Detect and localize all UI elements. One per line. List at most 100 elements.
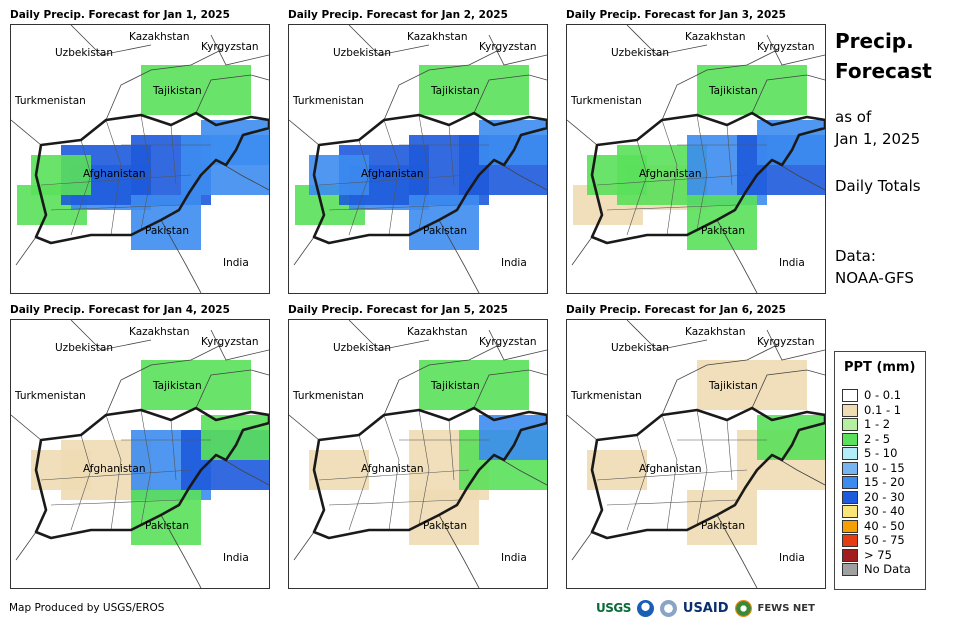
afghanistan-outline: [34, 111, 269, 245]
map-label-turkmenistan: Turkmenistan: [571, 95, 642, 107]
forecast-panel: Daily Precip. Forecast for Jan 4, 2025 Uz…: [10, 304, 270, 594]
map-label-kazakhstan: Kazakhstan: [407, 31, 468, 43]
map-svg: [289, 25, 547, 293]
legend-swatch: [842, 403, 858, 417]
afghanistan-outline: [590, 406, 825, 540]
panel-title: Daily Precip. Forecast for Jan 4, 2025: [10, 304, 230, 316]
map-label-kyrgyzstan: Kyrgyzstan: [201, 41, 259, 53]
map-label-kazakhstan: Kazakhstan: [407, 326, 468, 338]
province-border: [661, 414, 678, 531]
map-label-india: India: [501, 257, 527, 269]
country-border: [70, 320, 152, 351]
province-border: [448, 419, 455, 481]
map-label-kazakhstan: Kazakhstan: [685, 31, 746, 43]
map-label-india: India: [779, 552, 805, 564]
usgs-logo: USGS: [596, 601, 631, 615]
map-label-pakistan: Pakistan: [701, 520, 745, 532]
map-svg: [11, 320, 269, 588]
legend-label: 40 - 50: [864, 518, 905, 533]
legend-swatch: [842, 519, 858, 533]
legend-swatch: [842, 505, 858, 518]
panel-title: Daily Precip. Forecast for Jan 2, 2025: [288, 9, 508, 21]
map-label-tajikistan: Tajikistan: [709, 85, 758, 97]
forecast-panel: Daily Precip. Forecast for Jan 2, 2025 Uz…: [288, 9, 548, 299]
precip-area: [587, 450, 647, 490]
province-border: [596, 174, 748, 186]
province-border: [418, 409, 430, 526]
panel-title: Daily Precip. Forecast for Jan 6, 2025: [566, 304, 786, 316]
map-label-kyrgyzstan: Kyrgyzstan: [757, 336, 815, 348]
map-label-kazakhstan: Kazakhstan: [129, 326, 190, 338]
province-border: [50, 499, 182, 506]
legend-item: 1 - 2: [842, 417, 891, 431]
precip-area: [587, 155, 647, 195]
province-border: [328, 499, 460, 506]
province-border: [726, 124, 733, 186]
map-label-india: India: [779, 257, 805, 269]
map-label-turkmenistan: Turkmenistan: [15, 95, 86, 107]
legend-item: 30 - 40: [842, 504, 905, 518]
map-label-afghanistan: Afghanistan: [361, 168, 424, 180]
legend-swatch: [842, 476, 858, 489]
map-label-tajikistan: Tajikistan: [153, 380, 202, 392]
province-border: [626, 139, 648, 236]
legend-label: 2 - 5: [864, 431, 891, 446]
map-label-pakistan: Pakistan: [145, 520, 189, 532]
precip-area: [309, 450, 369, 490]
precip-area: [479, 415, 547, 460]
usaid-logo: USAID: [682, 600, 729, 616]
province-border: [140, 114, 152, 231]
precip-map: Uzbekistan Kazakhstan Kyrgyzstan Tajikistan…: [10, 319, 270, 589]
map-label-afghanistan: Afghanistan: [83, 463, 146, 475]
country-border: [438, 514, 480, 588]
country-border: [766, 329, 825, 361]
country-border: [11, 119, 42, 146]
legend-swatch: [842, 548, 858, 562]
country-border: [293, 236, 315, 266]
precip-map: Uzbekistan Kazakhstan Kyrgyzstan Tajikistan…: [566, 24, 826, 294]
province-border: [170, 124, 177, 186]
province-border: [318, 469, 470, 481]
legend-label: 1 - 2: [864, 417, 891, 431]
legend-item: 15 - 20: [842, 475, 905, 489]
afghanistan-outline: [312, 406, 547, 540]
country-border: [567, 414, 598, 441]
legend-title: PPT (mm): [844, 360, 916, 375]
legend-item: 20 - 30: [842, 490, 905, 504]
country-border: [766, 34, 825, 66]
country-border: [751, 74, 825, 114]
country-border: [289, 119, 320, 146]
country-border: [571, 236, 593, 266]
map-label-turkmenistan: Turkmenistan: [15, 390, 86, 402]
precip-area: [697, 65, 807, 115]
country-border: [626, 320, 708, 351]
precip-area: [31, 450, 91, 490]
map-label-tajikistan: Tajikistan: [153, 85, 202, 97]
country-border: [383, 344, 500, 416]
country-border: [661, 49, 778, 121]
partner-logos: USGS USAID FEWS NET: [596, 598, 815, 618]
legend-label: > 75: [864, 547, 892, 562]
map-label-india: India: [501, 552, 527, 564]
precip-area: [419, 360, 529, 410]
map-label-afghanistan: Afghanistan: [639, 168, 702, 180]
country-border: [716, 219, 758, 293]
legend-swatch: [842, 432, 858, 446]
legend-swatch: [842, 418, 858, 431]
province-border: [696, 114, 708, 231]
precip-area: [409, 490, 479, 545]
map-label-pakistan: Pakistan: [145, 225, 189, 237]
province-border: [661, 119, 678, 236]
legend-item: 2 - 5: [842, 431, 891, 446]
legend-label: 5 - 10: [864, 446, 898, 460]
province-border: [105, 119, 122, 236]
state-seal-icon: [659, 599, 677, 617]
province-border: [606, 204, 738, 211]
panel-title: Daily Precip. Forecast for Jan 5, 2025: [288, 304, 508, 316]
map-label-uzbekistan: Uzbekistan: [333, 47, 391, 59]
country-border: [383, 49, 500, 121]
precip-map: Uzbekistan Kazakhstan Kyrgyzstan Tajikistan…: [10, 24, 270, 294]
country-border: [488, 329, 547, 361]
country-border: [70, 25, 152, 56]
province-border: [70, 434, 92, 531]
